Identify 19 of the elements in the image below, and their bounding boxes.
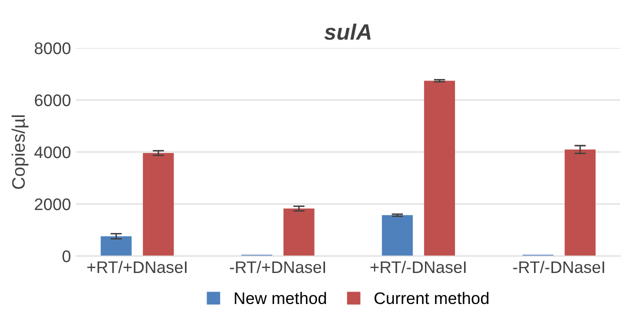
legend-label: Current method: [374, 292, 488, 304]
y-tick-label: 2000: [34, 198, 70, 210]
y-tick-label: 4000: [34, 146, 70, 158]
bar: [283, 208, 314, 256]
x-tick-label: -RT/-DNaseI: [513, 260, 604, 274]
chart-title: sulA: [324, 24, 371, 40]
y-tick-label: 8000: [34, 42, 70, 54]
bar: [564, 150, 596, 256]
bar: [424, 80, 455, 256]
x-tick-label: +RT/-DNaseI: [370, 260, 466, 274]
bar: [382, 215, 413, 256]
bar: [100, 236, 132, 256]
y-tick-label: 6000: [34, 94, 70, 106]
y-axis-title: Copies/µl: [12, 115, 28, 189]
bar: [142, 153, 174, 256]
legend-label: New method: [234, 292, 326, 304]
y-tick-label: 0: [62, 250, 70, 262]
x-tick-label: -RT/+DNaseI: [230, 260, 326, 274]
x-tick-label: +RT/+DNaseI: [87, 260, 187, 274]
